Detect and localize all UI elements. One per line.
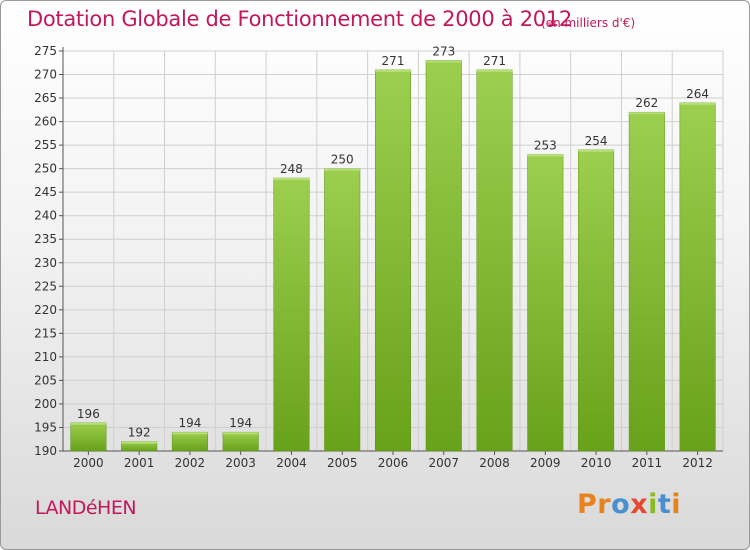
data-label: 192 xyxy=(128,426,151,440)
data-label: 273 xyxy=(432,44,455,58)
bar xyxy=(273,177,310,452)
y-tick-label: 245 xyxy=(34,185,57,199)
data-label: 194 xyxy=(178,416,201,430)
brand-letter: x xyxy=(630,489,649,520)
y-tick-label: 270 xyxy=(34,68,57,82)
x-tick-label: 2001 xyxy=(124,456,155,470)
y-tick-label: 215 xyxy=(34,326,57,340)
bar xyxy=(70,422,107,452)
bar xyxy=(324,168,361,452)
y-tick-label: 255 xyxy=(34,138,57,152)
bar xyxy=(374,69,412,452)
axes: 190 195 200 205 210 215 220 225 230 235 240 245 250 2… xyxy=(34,44,723,470)
x-tick-label: 2005 xyxy=(327,456,358,470)
y-tick-label: 275 xyxy=(34,44,57,58)
brand-letter: i xyxy=(671,489,682,520)
brand-letter: t xyxy=(657,489,672,520)
x-tick-label: 2000 xyxy=(73,456,104,470)
bar xyxy=(578,149,615,452)
data-label: 253 xyxy=(534,139,557,153)
bar xyxy=(171,431,208,452)
y-tick-label: 260 xyxy=(34,115,57,129)
bars xyxy=(70,60,716,452)
data-label: 248 xyxy=(280,162,303,176)
y-tick-label: 190 xyxy=(34,444,57,458)
x-tick-label: 2010 xyxy=(581,456,612,470)
bar-highlight xyxy=(273,178,310,181)
y-tick-label: 230 xyxy=(34,256,57,270)
brand-letter: o xyxy=(611,489,631,520)
bar xyxy=(527,154,564,452)
bar xyxy=(628,111,665,452)
y-tick-label: 205 xyxy=(34,373,57,387)
bar xyxy=(476,69,513,452)
bar xyxy=(425,60,462,452)
bar-highlight xyxy=(527,154,564,157)
chart-subtitle: (en milliers d'€) xyxy=(541,16,636,30)
chart-title: Dotation Globale de Fonctionnement de 20… xyxy=(27,7,572,31)
bar-highlight xyxy=(222,432,259,435)
y-tick-label: 210 xyxy=(34,350,57,364)
y-tick-label: 265 xyxy=(34,91,57,105)
x-tick-label: 2003 xyxy=(225,456,256,470)
bar-highlight xyxy=(324,168,360,171)
bar xyxy=(222,431,259,452)
bar-highlight xyxy=(121,441,157,444)
town-name: LANDéHEN xyxy=(35,497,137,519)
x-tick-label: 2008 xyxy=(479,456,510,470)
bar-highlight xyxy=(426,60,462,63)
bar-highlight xyxy=(629,112,665,115)
y-tick-label: 200 xyxy=(34,397,57,411)
data-label: 262 xyxy=(635,96,658,110)
x-tick-label: 2002 xyxy=(175,456,206,470)
bar-highlight xyxy=(578,149,614,152)
bar xyxy=(679,102,716,452)
x-tick-label: 2011 xyxy=(632,456,663,470)
y-tick-label: 220 xyxy=(34,303,57,317)
bar-highlight xyxy=(70,422,107,425)
brand-letter: i xyxy=(648,489,658,520)
y-tick-label: 250 xyxy=(34,162,57,176)
x-tick-label: 2009 xyxy=(530,456,561,470)
data-label: 250 xyxy=(331,153,354,167)
data-label: 194 xyxy=(229,416,252,430)
data-label: 264 xyxy=(686,87,709,101)
data-labels: 196 192 194 194 248 250 271 273 271 253 254 262 264 xyxy=(77,44,709,439)
y-tick-label: 240 xyxy=(34,209,57,223)
brand-letter: P xyxy=(577,489,598,520)
y-tick-label: 225 xyxy=(34,279,57,293)
data-label: 271 xyxy=(483,54,506,68)
y-tick-label: 195 xyxy=(34,420,57,434)
bar-highlight xyxy=(172,432,208,435)
bar-highlight xyxy=(375,69,411,72)
data-label: 196 xyxy=(77,407,100,421)
brand-letter: r xyxy=(597,489,612,520)
x-tick-label: 2004 xyxy=(276,456,307,470)
x-tick-label: 2006 xyxy=(378,456,409,470)
x-tick-label: 2012 xyxy=(682,456,713,470)
data-label: 254 xyxy=(585,134,608,148)
proxiti-logo[interactable]: Proxiti xyxy=(577,489,681,520)
bar-highlight xyxy=(476,69,513,72)
x-tick-label: 2007 xyxy=(428,456,459,470)
bar-highlight xyxy=(679,102,716,105)
data-label: 271 xyxy=(382,54,405,68)
y-tick-label: 235 xyxy=(34,232,57,246)
